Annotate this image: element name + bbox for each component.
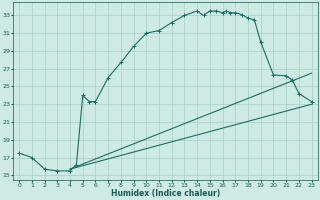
- X-axis label: Humidex (Indice chaleur): Humidex (Indice chaleur): [111, 189, 220, 198]
